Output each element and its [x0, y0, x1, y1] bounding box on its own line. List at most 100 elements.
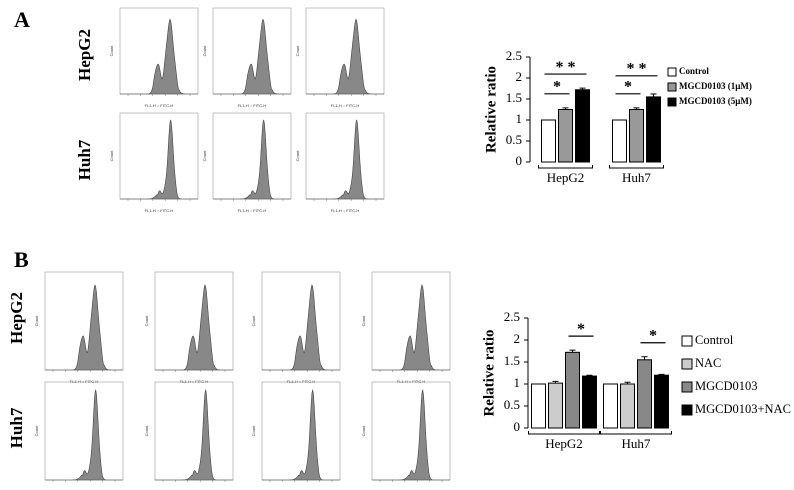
- significance-label: *: [553, 78, 561, 95]
- histogram-curve: [120, 119, 198, 200]
- bar: [629, 109, 644, 163]
- histogram-y-label: Count: [202, 45, 207, 57]
- histogram-curve: [45, 389, 123, 481]
- y-axis-label: Relative ratio: [483, 66, 499, 153]
- bar: [646, 96, 661, 163]
- panel-label: B: [14, 247, 29, 272]
- histogram-y-label: Count: [251, 425, 256, 437]
- histogram-x-label: FL1-H :: FITC-H: [238, 103, 267, 108]
- bar: [654, 374, 669, 429]
- significance-label: *: [624, 78, 632, 95]
- row-label: Huh7: [75, 139, 94, 180]
- histogram-frame: [371, 381, 451, 481]
- histogram-frame: [119, 112, 199, 200]
- histogram-curve: [213, 119, 291, 200]
- histogram-curve: [213, 18, 291, 95]
- histogram-y-label: Count: [34, 425, 39, 437]
- histogram-x-label: FL1-H :: FITC-H: [287, 379, 316, 384]
- bar: [603, 383, 618, 429]
- histogram-frame: [261, 381, 341, 481]
- histogram-x-label: FL1-H :: FITC-H: [331, 208, 360, 213]
- significance-label: *: [649, 327, 657, 344]
- histogram-frame: [212, 112, 292, 200]
- histogram-x-label: FL1-H :: FITC-H: [331, 103, 360, 108]
- legend-swatch: [681, 404, 693, 416]
- bar: [612, 119, 627, 163]
- histogram-x-label: FL1-H :: FITC-H: [397, 379, 426, 384]
- y-tick-label: 1.5: [506, 90, 522, 105]
- histogram-curve: [155, 284, 233, 371]
- bar: [558, 109, 573, 163]
- legend-label: Control: [679, 66, 709, 76]
- error-bar: [641, 356, 648, 360]
- y-tick-label: 1.5: [504, 353, 520, 368]
- legend-label: MGCD0103 (5μM): [679, 96, 752, 106]
- error-bar: [552, 380, 559, 384]
- histogram-curve: [306, 119, 384, 200]
- histogram-frame: [44, 381, 124, 481]
- y-tick-label: 1: [514, 375, 521, 390]
- histogram-x-label: FL1-H :: FITC-H: [70, 379, 99, 384]
- x-tick-label: HepG2: [545, 436, 583, 451]
- x-tick-label: HepG2: [547, 170, 585, 185]
- histogram-y-label: Count: [251, 315, 256, 327]
- histogram-y-label: Count: [361, 425, 366, 437]
- row-label: Huh7: [7, 407, 26, 448]
- y-tick-label: 0: [514, 419, 521, 434]
- histogram-curve: [262, 284, 340, 371]
- error-bar: [562, 107, 569, 110]
- bar: [637, 359, 652, 429]
- legend-label: Control: [695, 333, 734, 347]
- bar: [575, 89, 590, 163]
- histogram-curve: [120, 18, 198, 95]
- legend-label: MGCD0103 (1μM): [679, 81, 752, 91]
- histogram-y-label: Count: [144, 425, 149, 437]
- histogram-curve: [372, 284, 450, 371]
- legend-label: NAC: [695, 356, 721, 370]
- bar: [620, 383, 635, 429]
- legend-swatch: [667, 97, 677, 107]
- legend-swatch: [667, 82, 677, 92]
- significance-label: * *: [556, 59, 576, 76]
- histogram-curve: [306, 18, 384, 95]
- category-bracket: [600, 431, 672, 435]
- histogram-x-label: FL1-H :: FITC-H: [145, 103, 174, 108]
- error-bar: [633, 107, 640, 110]
- y-tick-label: 2.5: [506, 48, 522, 63]
- legend-label: MGCD0103+NAC: [695, 402, 791, 416]
- histogram-y-label: Count: [295, 45, 300, 57]
- bar: [541, 119, 556, 163]
- category-bracket: [609, 165, 664, 169]
- histogram-y-label: Count: [361, 315, 366, 327]
- histogram-frame: [305, 112, 385, 200]
- bar: [548, 382, 563, 429]
- row-label: HepG2: [75, 29, 94, 81]
- significance-label: * *: [627, 60, 647, 77]
- panel-label: A: [14, 7, 30, 32]
- histogram-curve: [372, 389, 450, 481]
- histogram-y-label: Count: [109, 150, 114, 162]
- y-tick-label: 1: [516, 111, 523, 126]
- histogram-x-label: FL1-H :: FITC-H: [180, 379, 209, 384]
- error-bar: [658, 373, 665, 376]
- y-tick-label: 0.5: [506, 132, 522, 147]
- bar: [565, 351, 580, 429]
- error-bar: [624, 381, 631, 384]
- legend-swatch: [667, 67, 677, 77]
- row-label: HepG2: [7, 292, 26, 344]
- error-bar: [650, 93, 657, 97]
- x-tick-label: Huh7: [622, 170, 651, 185]
- y-tick-label: 2.5: [504, 309, 520, 324]
- legend-swatch: [681, 335, 693, 347]
- y-tick-label: 2: [516, 69, 523, 84]
- histogram-y-label: Count: [34, 315, 39, 327]
- histogram-curve: [155, 389, 233, 481]
- histogram-curve: [262, 389, 340, 481]
- legend-swatch: [681, 358, 693, 370]
- histogram-y-label: Count: [109, 45, 114, 57]
- histogram-x-label: FL1-H :: FITC-H: [145, 208, 174, 213]
- legend-swatch: [681, 381, 693, 393]
- y-tick-label: 2: [514, 331, 521, 346]
- bar: [531, 383, 546, 429]
- category-bracket: [528, 431, 600, 435]
